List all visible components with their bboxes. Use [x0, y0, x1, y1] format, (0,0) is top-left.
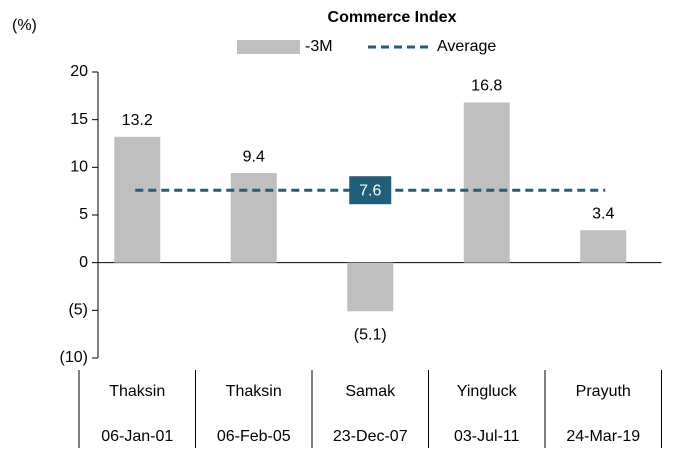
bar: [463, 102, 510, 263]
y-tick-label: 0: [79, 254, 88, 271]
x-tick-date: 06-Feb-05: [217, 428, 291, 445]
x-tick-label: Samak: [345, 383, 396, 400]
data-label: 13.2: [122, 112, 153, 129]
y-tick-label: 5: [79, 206, 88, 223]
chart-title: Commerce Index: [328, 9, 457, 26]
legend-label: -3M: [305, 38, 333, 55]
bar: [347, 262, 394, 312]
y-tick-label: 15: [70, 111, 88, 128]
data-label: 16.8: [471, 78, 502, 95]
y-tick-label: (5): [68, 302, 88, 319]
y-tick-label: 20: [70, 63, 88, 80]
average-label-box: [349, 176, 392, 205]
x-tick-date: 23-Dec-07: [333, 428, 408, 445]
average-label: 7.6: [359, 182, 381, 199]
data-label: 9.4: [243, 148, 265, 165]
bar: [230, 173, 277, 263]
x-tick-label: Yingluck: [457, 383, 518, 400]
y-tick-label: 10: [70, 159, 88, 176]
bar: [580, 230, 627, 263]
legend-label: Average: [437, 38, 496, 55]
legend-swatch: [237, 40, 300, 54]
bar: [114, 136, 161, 263]
x-tick-date: 06-Jan-01: [101, 428, 173, 445]
y-axis-label: (%): [12, 17, 37, 34]
x-tick-label: Thaksin: [109, 383, 165, 400]
x-tick-date: 03-Jul-11: [454, 428, 520, 445]
x-tick-label: Prayuth: [576, 383, 631, 400]
y-tick-label: (10): [60, 349, 88, 366]
data-label: 3.4: [592, 205, 614, 222]
data-label: (5.1): [354, 327, 387, 344]
x-tick-date: 24-Mar-19: [566, 428, 640, 445]
x-tick-label: Thaksin: [226, 383, 282, 400]
